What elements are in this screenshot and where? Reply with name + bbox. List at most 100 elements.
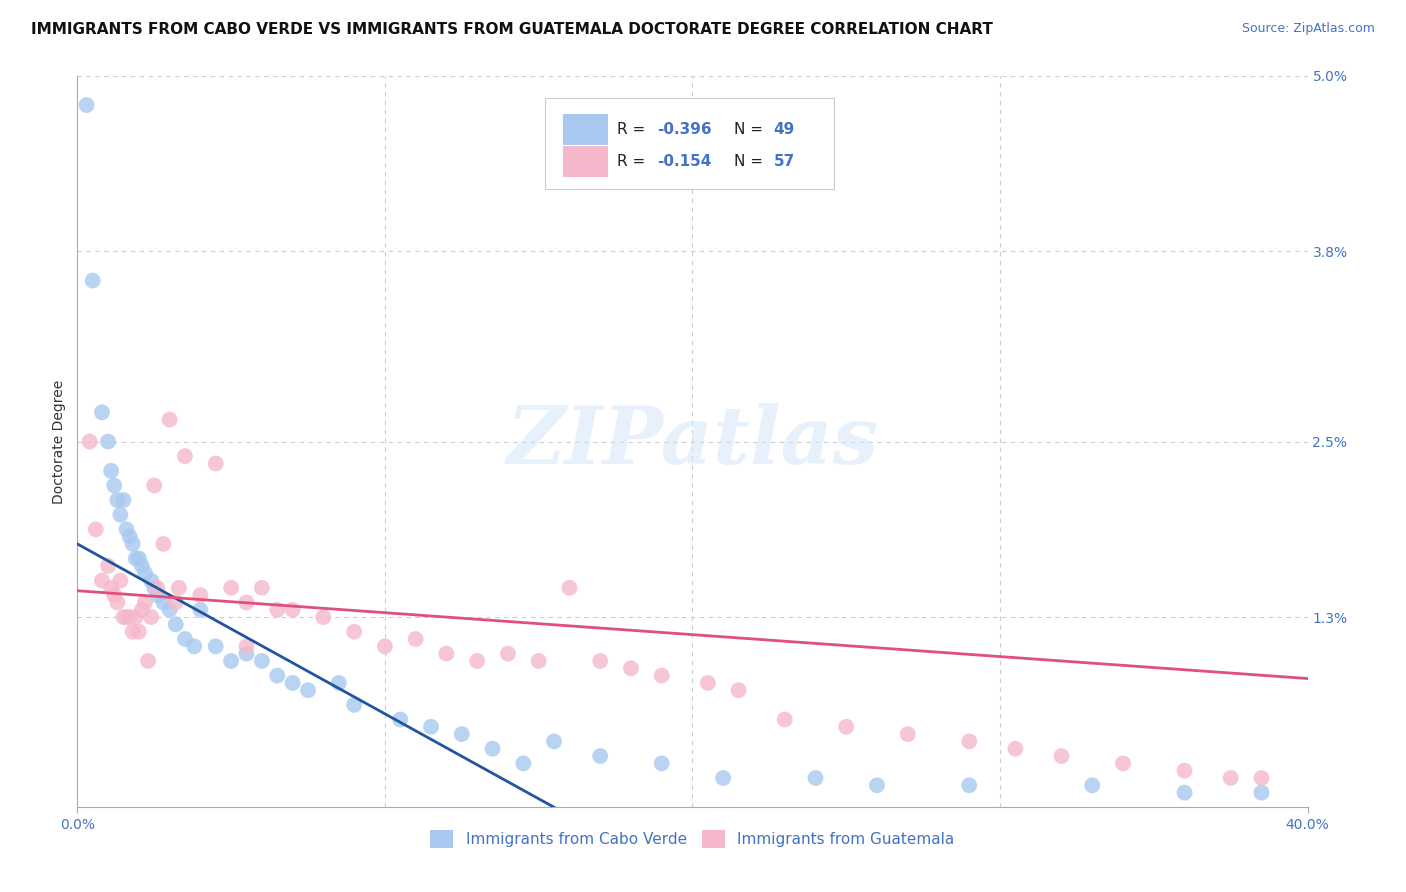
Point (131, 558, 153, 573)
Point (105, 595, 128, 609)
Point (146, 581, 169, 595)
Point (115, 610, 138, 624)
Point (188, 603, 212, 617)
Point (128, 551, 150, 566)
Point (128, 624, 150, 639)
Point (143, 478, 166, 492)
Point (121, 537, 143, 551)
Point (84, 522, 107, 536)
Point (121, 624, 143, 639)
Point (97, 558, 120, 573)
Point (1004, 741, 1026, 756)
Point (835, 720, 858, 734)
Point (465, 654, 488, 668)
Point (711, 771, 734, 785)
Point (118, 610, 141, 624)
Point (1174, 786, 1197, 800)
FancyBboxPatch shape (546, 98, 834, 189)
Point (235, 647, 257, 661)
Point (281, 603, 304, 617)
Point (90, 574, 114, 588)
Point (118, 530, 141, 544)
Point (112, 610, 135, 624)
Point (112, 493, 135, 508)
Point (773, 713, 796, 727)
Point (152, 537, 174, 551)
Point (204, 640, 226, 654)
Point (136, 654, 159, 668)
Point (651, 756, 673, 771)
Point (103, 478, 125, 492)
Point (1250, 771, 1272, 785)
Point (281, 676, 304, 690)
Point (897, 727, 920, 741)
Point (1050, 749, 1073, 764)
Point (389, 713, 412, 727)
Point (420, 720, 443, 734)
Point (97, 434, 120, 449)
Point (543, 734, 565, 748)
Point (219, 581, 242, 595)
Text: N =: N = (734, 154, 768, 169)
Point (527, 654, 550, 668)
Point (727, 683, 749, 698)
Point (436, 647, 458, 661)
Text: -0.396: -0.396 (657, 121, 711, 136)
Point (620, 661, 643, 675)
Point (167, 581, 190, 595)
Point (250, 581, 273, 595)
Point (125, 610, 148, 624)
Point (183, 640, 205, 654)
Point (1112, 756, 1135, 771)
Y-axis label: Doctorate Degree: Doctorate Degree (52, 379, 66, 504)
Point (131, 603, 153, 617)
Text: Source: ZipAtlas.com: Source: ZipAtlas.com (1241, 22, 1375, 36)
FancyBboxPatch shape (564, 114, 607, 145)
Point (110, 574, 132, 588)
Legend: Immigrants from Cabo Verde, Immigrants from Guatemala: Immigrants from Cabo Verde, Immigrants f… (425, 823, 960, 855)
Text: -0.154: -0.154 (657, 154, 711, 169)
Text: IMMIGRANTS FROM CABO VERDE VS IMMIGRANTS FROM GUATEMALA DOCTORATE DEGREE CORRELA: IMMIGRANTS FROM CABO VERDE VS IMMIGRANTS… (31, 22, 993, 37)
Point (651, 668, 673, 682)
Point (141, 574, 163, 588)
Point (328, 676, 350, 690)
Point (146, 588, 169, 602)
Point (143, 581, 166, 595)
Point (957, 778, 980, 792)
Point (79, 434, 101, 449)
Point (165, 617, 187, 632)
Point (235, 595, 257, 609)
Text: ZIPatlas: ZIPatlas (506, 403, 879, 480)
Point (589, 749, 612, 764)
Point (481, 741, 503, 756)
Text: 57: 57 (773, 154, 794, 169)
Point (159, 603, 181, 617)
Point (188, 588, 212, 602)
Point (82, 274, 104, 288)
Point (804, 771, 827, 785)
Point (343, 624, 366, 639)
Point (125, 551, 148, 566)
Point (235, 640, 257, 654)
Point (115, 522, 138, 536)
Point (266, 603, 288, 617)
Text: R =: R = (617, 121, 651, 136)
Point (1219, 771, 1241, 785)
Point (866, 778, 889, 792)
Point (250, 654, 273, 668)
Point (100, 581, 122, 595)
Text: R =: R = (617, 154, 651, 169)
Point (512, 756, 534, 771)
Point (558, 581, 581, 595)
Point (266, 668, 288, 682)
Point (152, 595, 174, 609)
Point (696, 676, 718, 690)
Point (100, 464, 122, 478)
Point (1081, 778, 1104, 792)
Point (1174, 764, 1197, 778)
Point (159, 412, 181, 426)
Point (450, 727, 472, 741)
Point (297, 683, 319, 698)
FancyBboxPatch shape (564, 146, 607, 177)
Point (90, 405, 114, 419)
